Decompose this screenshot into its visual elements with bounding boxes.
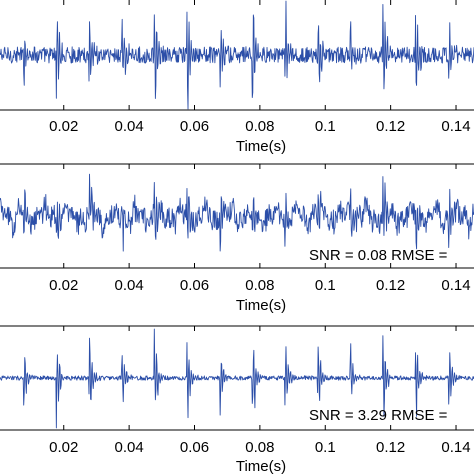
x-tick-label: 0.1	[315, 277, 336, 294]
x-tick-label: 0.1	[315, 439, 336, 456]
x-tick-label: 0.14	[441, 277, 470, 294]
x-tick-label: 0.08	[245, 277, 274, 294]
x-tick-label: 0.02	[49, 118, 78, 135]
x-tick-label: 0.02	[49, 277, 78, 294]
x-tick-label: 0.04	[115, 118, 144, 135]
panel-2: 0.02 0.04 0.06 0.08 0.1 0.12 0.14 Time(s) SNR = …	[0, 163, 474, 314]
panel-3: 0.02 0.04 0.06 0.08 0.1 0.12 0.14 Time(s) SNR = …	[0, 325, 474, 474]
x-tick-label: 0.12	[376, 439, 405, 456]
x-tick-label: 0.08	[245, 118, 274, 135]
panel-1: 0.02 0.04 0.06 0.08 0.1 0.12 0.14 Time(s)	[0, 0, 474, 155]
x-axis-label: Time(s)	[236, 458, 286, 474]
x-tick-label: 0.12	[376, 118, 405, 135]
snr-rmse-annotation: SNR = 3.29 RMSE =	[309, 407, 448, 424]
series-line	[0, 0, 474, 110]
x-axis-label: Time(s)	[236, 297, 286, 314]
x-tick-label: 0.1	[315, 118, 336, 135]
x-tick-label: 0.06	[180, 439, 209, 456]
x-tick-label: 0.02	[49, 439, 78, 456]
x-tick-label: 0.14	[441, 118, 470, 135]
x-tick-label: 0.06	[180, 118, 209, 135]
snr-rmse-annotation: SNR = 0.08 RMSE =	[309, 247, 448, 264]
x-tick-label: 0.04	[115, 277, 144, 294]
x-tick-label: 0.04	[115, 439, 144, 456]
series-line	[0, 173, 474, 252]
x-axis-label: Time(s)	[236, 138, 286, 155]
x-tick-label: 0.14	[441, 439, 470, 456]
series-line	[0, 328, 474, 429]
x-tick-label: 0.08	[245, 439, 274, 456]
x-tick-label: 0.06	[180, 277, 209, 294]
x-tick-label: 0.12	[376, 277, 405, 294]
